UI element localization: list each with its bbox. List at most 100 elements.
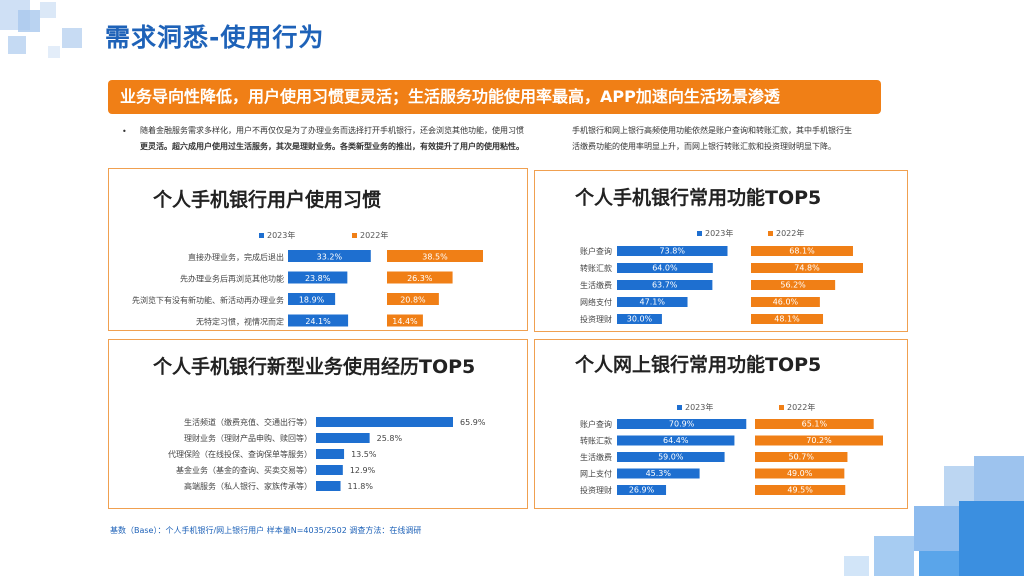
data-label: 30.0% [627,315,653,324]
category-label: 网络支付 [580,297,612,307]
data-label: 73.8% [660,247,686,256]
data-label: 49.5% [787,486,813,495]
bar [617,314,662,324]
footer-note: 基数（Base）：个人手机银行/网上银行用户 样本量N=4035/2502 调查… [110,526,422,535]
legend-swatch [677,405,682,410]
bar [288,293,336,305]
bar [316,465,343,475]
bar [288,314,349,327]
legend-swatch [259,233,264,238]
bar [387,293,439,305]
category-label: 投资理财 [580,314,612,324]
data-label: 48.1% [774,315,800,324]
bar [617,263,713,273]
data-label: 70.2% [806,436,832,445]
data-label: 38.5% [422,253,448,262]
data-label: 18.9% [299,296,325,305]
summary-right: 手机银行和网上银行高频使用功能依然是账户查询和转账汇款，其中手机银行生 活缴费功… [572,123,882,155]
bar [751,263,863,273]
data-label: 20.8% [400,296,426,305]
category-label: 生活缴费 [580,452,612,462]
chart-title-online-top5: 个人网上银行常用功能TOP5 [575,354,822,376]
panel-habit: 个人手机银行用户使用习惯 2023年 2022年直接办理业务，完成后退出 33.2%… [108,168,528,331]
data-label: 11.8% [348,482,374,491]
cube-decoration-top-left [0,0,82,58]
bar [316,417,453,427]
data-label: 59.0% [658,453,684,462]
page-title: 需求洞悉-使用行为 [105,23,325,52]
category-label: 生活缴费 [580,280,612,290]
legend-label: 2023年 [705,228,733,238]
bar [288,271,348,284]
chart-title-habit: 个人手机银行用户使用习惯 [153,189,382,211]
data-label: 65.1% [802,420,828,429]
legend-label: 2023年 [267,230,295,240]
chart-title-mobile-top5: 个人手机银行常用功能TOP5 [575,187,822,209]
legend-swatch [779,405,784,410]
data-label: 13.5% [351,450,377,459]
bar [755,485,846,495]
bar [755,452,848,462]
category-label: 转账汇款 [580,436,612,446]
data-label: 64.0% [652,264,678,273]
bar [617,435,735,446]
legend-swatch [697,231,702,236]
category-label: 账户查询 [580,419,612,429]
headline-banner: 业务导向性降低，用户使用习惯更灵活；生活服务功能使用率最高，APP加速向生活场景… [108,80,881,114]
bar [617,468,700,479]
cube-decoration-bottom-right [844,456,1024,576]
bar [617,246,728,256]
data-label: 49.0% [787,469,813,478]
bar [755,419,874,429]
category-label: 基金业务（基金的查询、买卖交易等） [176,465,312,475]
data-label: 63.7% [652,281,678,290]
legend-label: 2023年 [685,402,713,412]
data-label: 68.1% [789,247,815,256]
category-label: 转账汇款 [580,263,612,273]
bar [617,485,667,495]
category-label: 直接办理业务，完成后退出 [188,252,284,262]
data-label: 14.4% [392,317,418,326]
category-label: 网上支付 [580,469,612,479]
data-label: 47.1% [640,298,666,307]
chart-new-business: 生活频道（缴费充值、交通出行等） 65.9% 理财业务（理财产品申购、赎回等） 25.… [168,417,486,491]
data-label: 26.3% [407,274,433,283]
legend-label: 2022年 [776,228,804,238]
legend-label: 2022年 [360,230,388,240]
panel-online-top5: 个人网上银行常用功能TOP5 2023年 2022年 账户查询 70.9% 65.1% 转… [534,339,908,509]
data-label: 56.2% [780,281,806,290]
legend-swatch [352,233,357,238]
bar [316,449,345,459]
summary-bullet: • [122,127,127,136]
category-label: 理财业务（理财产品申购、赎回等） [184,433,312,443]
data-label: 70.9% [669,420,695,429]
data-label: 46.0% [773,298,799,307]
bar [755,435,883,446]
data-label: 26.9% [629,486,655,495]
category-label: 先浏览下有没有新功能、新活动再办理业务 [132,295,284,305]
bar [316,481,341,491]
bar [751,246,853,256]
summary-right-line1: 手机银行和网上银行高频使用功能依然是账户查询和转账汇款，其中手机银行生 [572,126,852,135]
category-label: 高端服务（私人银行、家族传承等） [184,481,312,491]
bar [387,250,483,262]
panel-mobile-top5: 个人手机银行常用功能TOP5 2023年 2022年 账户查询 73.8% 68.1% 转… [534,170,908,332]
chart-title-new-business: 个人手机银行新型业务使用经历TOP5 [153,356,476,378]
summary-left: 随着金融服务需求多样化，用户不再仅仅是为了办理业务而选择打开手机银行，还会浏览其… [140,123,560,155]
category-label: 先办理业务后再浏览其他功能 [180,274,284,284]
data-label: 50.7% [789,453,815,462]
data-label: 24.1% [305,317,331,326]
data-label: 33.2% [317,253,343,262]
bar [751,297,820,307]
bar [316,433,370,443]
summary-left-line2: 更灵活。超六成用户使用过生活服务，其次是理财业务。各类新型业务的推出，有效提升了… [140,142,524,151]
legend-swatch [768,231,773,236]
bar [617,452,725,462]
bar [288,250,371,262]
category-label: 代理保险（在线投保、查询保单等服务） [168,449,312,459]
category-label: 无特定习惯，视情况而定 [196,317,284,327]
bar [751,314,824,324]
